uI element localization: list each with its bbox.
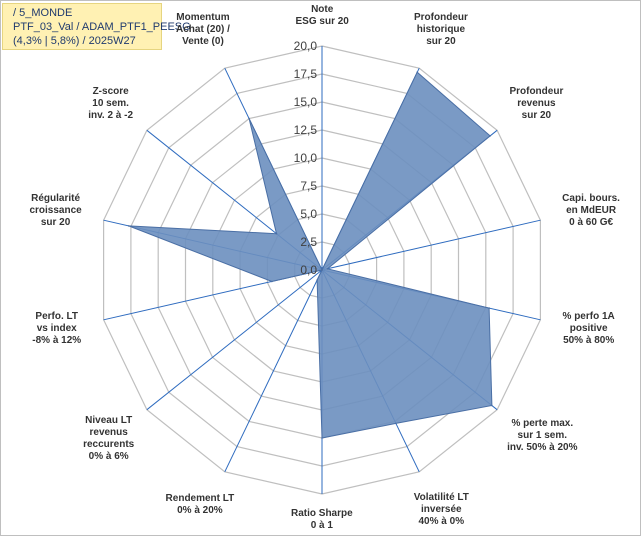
axis-label-line: Rendement LT: [165, 492, 235, 504]
data-point: [491, 404, 493, 407]
axis-label-line: ESG sur 20: [295, 16, 349, 27]
axis-label-line: -8% à 12%: [32, 335, 82, 347]
tick-label: 12,5: [294, 123, 318, 137]
data-point: [248, 117, 250, 120]
axis-spoke: [146, 269, 323, 411]
info-line-2: PTF_03_Val / ADAM_PTF1_PEESG: [13, 21, 191, 33]
axis-label-line: vs index: [36, 323, 77, 335]
data-point: [271, 280, 273, 283]
info-line-3: (4,3% | 5,8%) / 2025W27: [13, 35, 136, 47]
axis-label-line: inv. 50% à 20%: [507, 441, 578, 453]
tick-label: 17,5: [294, 67, 318, 81]
axis-label-line: 50% à 80%: [563, 335, 615, 347]
axis-label: Z-score 10 sem. inv. 2 à -2: [88, 86, 133, 122]
axis-label-line: % perte max.: [511, 417, 574, 429]
axis-label: % perfo 1A positive 50% à 80%: [563, 311, 615, 347]
info-line-1: / 5_MONDE: [13, 7, 73, 19]
axis-label-line: revenus: [517, 98, 556, 110]
axis-label-line: Régularité: [31, 192, 81, 204]
axis-label-line: croissance: [29, 204, 82, 216]
axis-label: Régularité croissance sur 20: [29, 193, 81, 229]
axis-label-line: positive: [569, 323, 608, 335]
tick-label: 2,5: [300, 235, 317, 249]
axis-label-line: Volatilité LT: [413, 491, 469, 503]
tick-label: 15,0: [294, 95, 318, 109]
data-point: [127, 225, 130, 227]
axis-label: Perfo. LT vs index -8% à 12%: [32, 311, 81, 347]
axis-label-line: Note: [311, 4, 334, 15]
axis-label-line: 0 à 1: [310, 520, 333, 531]
axis-label-line: Profondeur: [509, 86, 564, 98]
axis-label-line: Achat (20) /: [175, 24, 230, 36]
axis-label-line: % perfo 1A: [562, 311, 615, 323]
axis-label: Rendement LT 0% à 20%: [166, 493, 235, 517]
tick-label: 20,0: [294, 39, 318, 53]
axis-label-line: sur 20: [40, 216, 71, 228]
data-point: [416, 71, 419, 73]
axis-label-line: Perfo. LT: [35, 311, 79, 323]
axis-label-line: 0% à 20%: [177, 504, 223, 516]
data-point: [316, 279, 318, 281]
axis-label-line: 0 à 60 G€: [569, 216, 614, 228]
axis-label-line: inv. 2 à -2: [88, 110, 134, 122]
axis-label-line: Ratio Sharpe: [291, 508, 353, 519]
portfolio-info-box: / 5_MONDE PTF_03_Val / ADAM_PTF1_PEESG (…: [2, 3, 191, 50]
axis-label-line: Capi. bours.: [562, 192, 620, 204]
tick-label: 7,5: [300, 179, 317, 193]
axis-label-line: Z-score: [92, 86, 129, 98]
axis-label: Note ESG sur 20: [296, 4, 349, 28]
axis-label-line: Momentum: [176, 12, 230, 24]
axis-label-line: reccurents: [83, 439, 135, 451]
tick-label: 5,0: [300, 207, 317, 221]
data-point: [489, 135, 491, 137]
axis-spoke: [224, 269, 323, 473]
axis-label-line: historique: [416, 24, 466, 36]
axis-label: Volatilité LT inversée 40% à 0%: [414, 492, 469, 528]
axis-label: Profondeur historique sur 20: [414, 12, 468, 48]
axis-label: Profondeur revenus sur 20: [509, 86, 563, 122]
data-point: [321, 437, 323, 439]
data-point: [395, 422, 397, 425]
data-point: [488, 307, 490, 309]
axis-label: Momentum Achat (20) / Vente (0): [176, 12, 230, 48]
axis-label-line: sur 20: [426, 36, 456, 48]
tick-label: 10,0: [294, 151, 318, 165]
axis-label-line: Vente (0): [182, 36, 224, 48]
axis-label: Niveau LT revenus reccurents 0% à 6%: [83, 415, 134, 463]
axis-label-line: 10 sem.: [92, 98, 129, 110]
axis-label: Capi. bours. en MdEUR 0 à 60 G€: [562, 193, 620, 229]
axis-label-line: sur 20: [521, 110, 552, 122]
axis-label-line: inversée: [421, 503, 462, 515]
data-point: [326, 268, 329, 270]
data-point: [321, 269, 323, 271]
axis-label-line: revenus: [89, 427, 128, 439]
data-point: [275, 232, 278, 235]
axis-label-line: Niveau LT: [85, 415, 133, 427]
axis-label-line: Profondeur: [414, 12, 468, 24]
axis-label: % perte max. sur 1 sem. inv. 50% à 20%: [507, 418, 577, 454]
axis-label-line: 40% à 0%: [418, 515, 465, 527]
axis-label-line: 0% à 6%: [88, 451, 129, 463]
axis-label: Ratio Sharpe 0 à 1: [291, 508, 353, 532]
axis-label-line: sur 1 sem.: [517, 429, 568, 441]
axis-spoke: [321, 219, 541, 271]
axis-label-line: en MdEUR: [566, 204, 617, 216]
tick-label: 0,0: [300, 263, 317, 277]
